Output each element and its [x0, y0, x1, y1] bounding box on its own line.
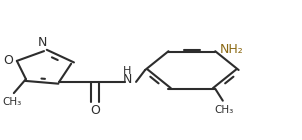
Text: N: N [122, 73, 132, 86]
Text: H: H [123, 66, 131, 76]
Text: NH₂: NH₂ [220, 43, 244, 56]
Text: O: O [90, 104, 100, 117]
Text: O: O [3, 54, 13, 67]
Text: CH₃: CH₃ [3, 97, 22, 107]
Text: CH₃: CH₃ [215, 105, 234, 115]
Text: N: N [38, 36, 47, 48]
